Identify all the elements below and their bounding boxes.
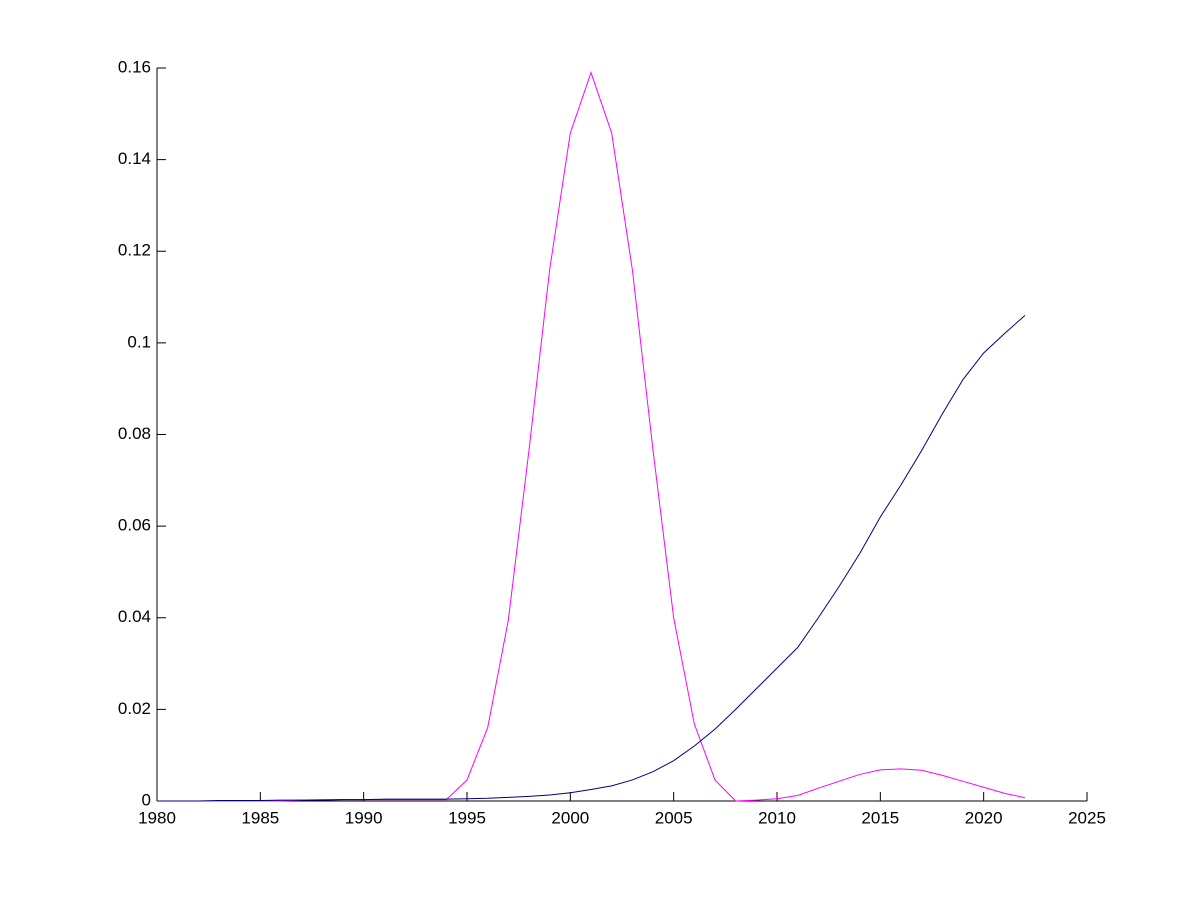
x-tick-label: 1995 — [448, 808, 486, 827]
x-tick-label: 1990 — [345, 808, 383, 827]
y-tick-label: 0.1 — [127, 332, 151, 351]
x-tick-label: 2005 — [655, 808, 693, 827]
y-tick-label: 0.14 — [118, 149, 151, 168]
x-tick-label: 1985 — [241, 808, 279, 827]
y-tick-label: 0.08 — [118, 424, 151, 443]
y-tick-label: 0.02 — [118, 699, 151, 718]
y-tick-label: 0 — [142, 790, 151, 809]
series-line — [157, 71, 1026, 802]
series-line — [157, 315, 1026, 802]
x-tick-label: 2020 — [965, 808, 1003, 827]
y-tick-label: 0.16 — [118, 57, 151, 76]
x-tick-label: 1980 — [138, 808, 176, 827]
x-tick-label: 2025 — [1068, 808, 1106, 827]
y-tick-label: 0.12 — [118, 241, 151, 260]
x-tick-label: 2015 — [861, 808, 899, 827]
y-tick-label: 0.06 — [118, 516, 151, 535]
x-tick-label: 2010 — [758, 808, 796, 827]
x-tick-label: 2000 — [551, 808, 589, 827]
y-tick-label: 0.04 — [118, 607, 151, 626]
